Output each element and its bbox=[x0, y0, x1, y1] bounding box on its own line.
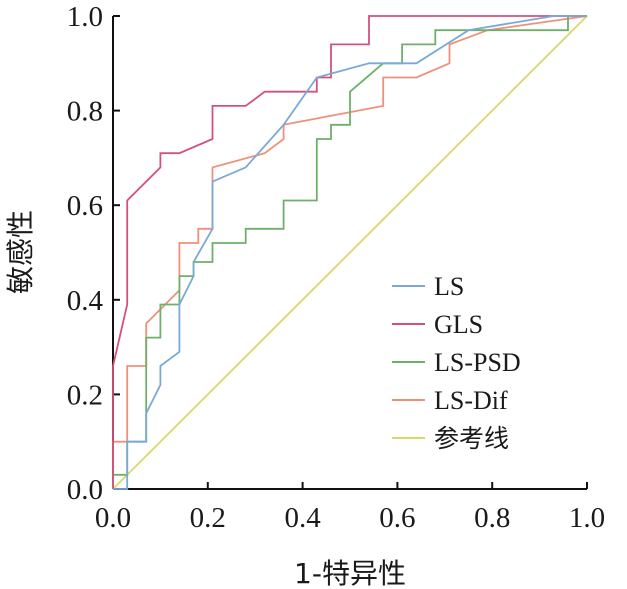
y-tick-label-2: 0.4 bbox=[67, 285, 104, 317]
legend-label-1: GLS bbox=[434, 310, 483, 339]
x-tick-label-1: 0.2 bbox=[190, 502, 226, 534]
legend-label-4: 参考线 bbox=[434, 424, 509, 453]
y-tick-label-4: 0.8 bbox=[67, 96, 103, 128]
legend-label-3: LS-Dif bbox=[434, 386, 508, 415]
x-tick-label-0: 0.0 bbox=[95, 502, 131, 534]
legend: LS GLS LS-PSD LS-Dif 参考线 bbox=[392, 272, 521, 453]
legend-label-0: LS bbox=[434, 272, 464, 301]
x-tick-label-3: 0.6 bbox=[379, 502, 415, 534]
y-axis-title: 敏感性 bbox=[4, 210, 37, 294]
y-tick-label-0: 0.0 bbox=[67, 474, 103, 506]
x-tick-label-5: 1.0 bbox=[569, 502, 605, 534]
series-line-4 bbox=[112, 15, 588, 490]
legend-label-2: LS-PSD bbox=[434, 348, 521, 377]
series-line-0 bbox=[113, 15, 587, 490]
y-tick-label-3: 0.6 bbox=[67, 190, 103, 222]
axis-ticks: 0.0 0.2 0.4 0.6 0.8 1.0 0.0 0.2 0.4 0.6 0.8 1.0 bbox=[67, 1, 605, 534]
y-tick-label-5: 1.0 bbox=[67, 1, 103, 33]
x-axis-title: 1-特异性 bbox=[294, 557, 406, 589]
series-line-1 bbox=[112, 15, 587, 489]
x-tick-label-4: 0.8 bbox=[474, 502, 510, 534]
series-layer bbox=[112, 15, 588, 490]
series-line-2 bbox=[112, 15, 587, 489]
y-tick-label-1: 0.2 bbox=[67, 379, 103, 411]
x-tick-label-2: 0.4 bbox=[284, 502, 321, 534]
